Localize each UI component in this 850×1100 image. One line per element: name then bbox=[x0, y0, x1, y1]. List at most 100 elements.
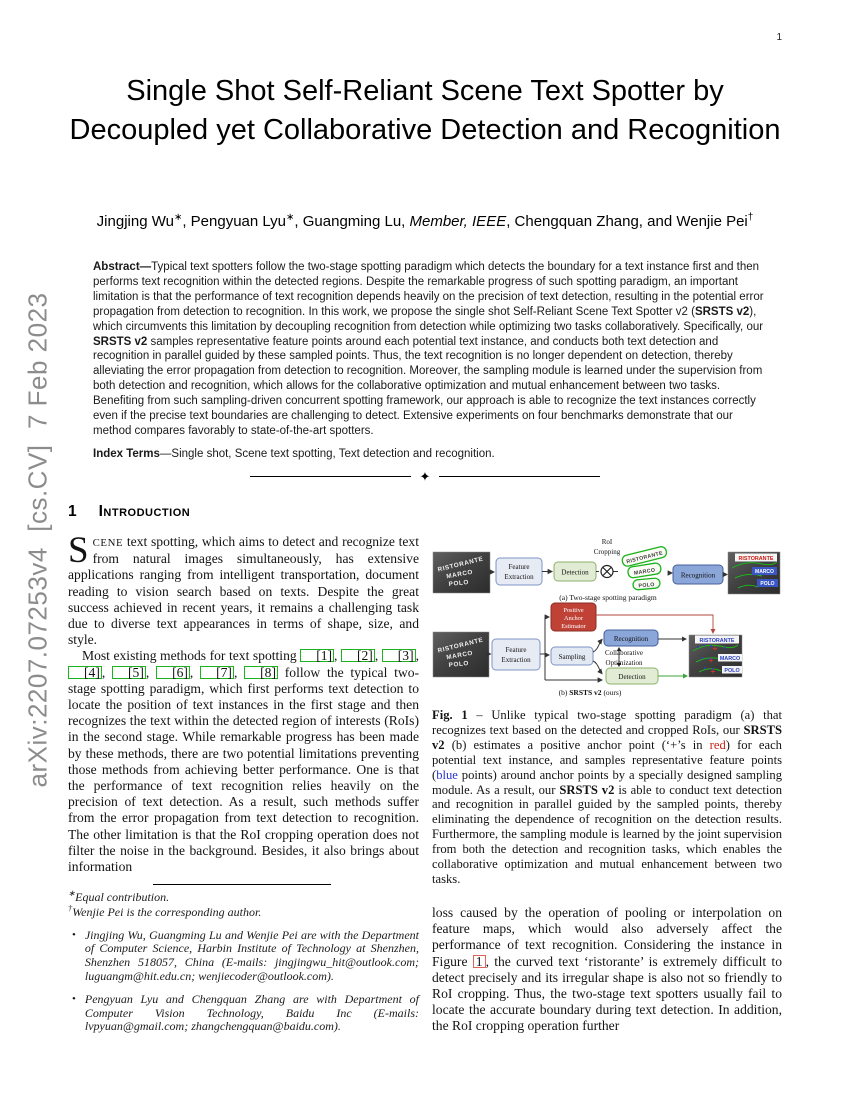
svg-text:+: + bbox=[711, 667, 716, 676]
fig-a-feature-extraction-node: Feature Extraction bbox=[495, 557, 543, 586]
svg-text:POLO: POLO bbox=[448, 660, 469, 669]
fig-branch-up bbox=[592, 638, 603, 653]
fig-a-detection-node: Detection bbox=[553, 561, 597, 582]
svg-text:POLO: POLO bbox=[724, 668, 739, 674]
citation-ref-7[interactable]: [7] bbox=[200, 665, 234, 679]
caption-text: (b) estimates a positive anchor point (‘… bbox=[444, 737, 710, 752]
caption-text: ) for each potential text instance, and … bbox=[432, 737, 782, 782]
figure-1-diagram: RISTORANTE MARCO POLO Feature Extraction… bbox=[432, 538, 781, 697]
red-word: red bbox=[709, 737, 726, 752]
fig-a-recognition-node: Recognition bbox=[672, 564, 724, 585]
fig-b-input-photo: RISTORANTE MARCO POLO bbox=[432, 631, 490, 678]
svg-text:Estimator: Estimator bbox=[561, 623, 586, 630]
author-marker: † bbox=[747, 212, 754, 223]
caption-text: is able to conduct text detection and re… bbox=[432, 782, 783, 886]
cite-separator: , bbox=[334, 648, 341, 664]
abstract-text: samples representative feature points ar… bbox=[93, 335, 763, 437]
affiliation-text: Jingjing Wu, Guangming Lu and Wenjie Pei… bbox=[84, 927, 419, 983]
svg-text:+: + bbox=[713, 644, 718, 653]
fig-a-input-photo: RISTORANTE MARCO POLO bbox=[432, 551, 491, 594]
cite-separator: , bbox=[101, 664, 113, 680]
separator-line bbox=[439, 475, 600, 478]
svg-text:MARCO: MARCO bbox=[446, 650, 474, 662]
svg-text:MARCO: MARCO bbox=[755, 569, 774, 575]
caption-dash: – bbox=[467, 708, 492, 722]
left-column: 1 Introduction S CENE text spotting, which… bbox=[68, 503, 419, 875]
body-text: , the curved text ‘ristorante’ is extrem… bbox=[432, 953, 782, 1034]
cite-separator: , bbox=[233, 664, 245, 680]
section-number: 1 bbox=[68, 503, 77, 520]
cite-separator: , bbox=[415, 648, 420, 664]
fig-b-positive-anchor-estimator-node: Positive Anchor Estimator bbox=[550, 602, 597, 632]
method-name: SRSTS v2 bbox=[694, 305, 750, 318]
section-heading: 1 Introduction bbox=[68, 503, 419, 521]
affiliation-text: Pengyuan Lyu and Chengquan Zhang are wit… bbox=[84, 991, 419, 1034]
fig-a-caption: (a) Two-stage spotting paradigm bbox=[559, 593, 657, 602]
abstract: Abstract—Typical text spotters follow th… bbox=[93, 260, 766, 439]
svg-text:Feature: Feature bbox=[506, 646, 527, 654]
citation-ref-6[interactable]: [6] bbox=[156, 665, 190, 679]
drop-cap: S bbox=[68, 530, 89, 571]
footnote-marker: † bbox=[68, 902, 73, 913]
section-separator: ✦ bbox=[250, 470, 600, 483]
footnote-equal-contribution: ∗Equal contribution. bbox=[68, 888, 419, 905]
svg-text:Extraction: Extraction bbox=[501, 656, 531, 664]
method-name: SRSTS v2 bbox=[93, 335, 148, 348]
fig-b-result-photo: + + + RISTORANTE MARCO POLO bbox=[688, 634, 743, 678]
collaborative-optimization-arrow: Collaborative Optimization bbox=[605, 647, 643, 667]
body-paragraph: loss caused by the operation of pooling … bbox=[432, 905, 782, 1035]
fig-b-sampling-node: Sampling bbox=[550, 646, 594, 666]
citation-ref-4[interactable]: [4] bbox=[68, 665, 102, 679]
abstract-text: Typical text spotters follow the two-sta… bbox=[93, 261, 764, 318]
paper-title: Single Shot Self-Reliant Scene Text Spot… bbox=[69, 75, 781, 146]
abstract-dash: — bbox=[139, 261, 152, 273]
svg-text:+: + bbox=[709, 656, 714, 665]
citation-ref-1[interactable]: [1] bbox=[300, 649, 335, 663]
svg-text:MARCO: MARCO bbox=[446, 569, 474, 581]
arxiv-banner: arXiv:2207.07253v4 [cs.CV] 7 Feb 2023 bbox=[22, 292, 53, 788]
svg-text:Recognition: Recognition bbox=[614, 635, 649, 643]
svg-text:Recognition: Recognition bbox=[681, 572, 716, 580]
figure-ref-link[interactable]: 1 bbox=[472, 954, 486, 968]
citation-ref-5[interactable]: [5] bbox=[112, 665, 146, 679]
svg-text:Positive: Positive bbox=[563, 607, 583, 614]
fig-b-feature-extraction-node: Feature Extraction bbox=[491, 638, 541, 671]
svg-text:Anchor: Anchor bbox=[564, 615, 584, 622]
cite-separator: , bbox=[145, 664, 157, 680]
caption-text: Unlike typical two-stage spotting paradi… bbox=[432, 708, 783, 737]
intro-p2-text: Most existing methods for text spotting bbox=[82, 648, 301, 664]
author-name: , Chengquan Zhang, and Wenjie Pei bbox=[506, 213, 748, 230]
roi-cropping-operator-icon: RoI Cropping bbox=[594, 538, 621, 579]
caption-text: points) around anchor points by a specia… bbox=[432, 767, 782, 797]
bullet-icon: • bbox=[72, 992, 76, 1005]
fig-b-recognition-node: Recognition bbox=[603, 629, 659, 647]
svg-text:Detection: Detection bbox=[618, 673, 646, 681]
svg-text:POLO: POLO bbox=[638, 582, 655, 589]
ieee-membership: Member, IEEE bbox=[409, 213, 507, 230]
svg-text:Collaborative: Collaborative bbox=[605, 649, 643, 657]
citation-ref-2[interactable]: [2] bbox=[340, 649, 375, 663]
cite-separator: , bbox=[374, 648, 382, 664]
fig-branch-down bbox=[592, 660, 603, 675]
figure-caption-label: Fig. 1 bbox=[432, 708, 468, 722]
citation-ref-3[interactable]: [3] bbox=[381, 649, 416, 663]
abstract-text: ), which circumvents this limitation by … bbox=[93, 305, 764, 333]
citation-ref-8[interactable]: [8] bbox=[244, 665, 278, 679]
body-text: loss caused by the operation of pooling … bbox=[432, 905, 782, 969]
svg-text:RISTORANTE: RISTORANTE bbox=[700, 638, 735, 644]
fig-a-result-photo: RISTORANTE MARCO POLO bbox=[727, 551, 781, 595]
svg-text:POLO: POLO bbox=[448, 579, 469, 588]
smallcaps-lead: CENE bbox=[92, 537, 124, 549]
footnote-marker: ∗ bbox=[68, 888, 76, 898]
svg-text:Feature: Feature bbox=[509, 563, 530, 571]
intro-paragraph-1: S CENE text spotting, which aims to detec… bbox=[68, 530, 419, 648]
author-name: , Guangming Lu, bbox=[294, 213, 410, 230]
svg-text:Cropping: Cropping bbox=[594, 548, 621, 556]
footnote-corresponding-author: †Wenjie Pei is the corresponding author. bbox=[68, 902, 419, 920]
author-marker: ∗ bbox=[173, 212, 183, 223]
fig-anchor-output-line bbox=[596, 614, 716, 634]
svg-text:RISTORANTE: RISTORANTE bbox=[739, 556, 774, 562]
right-column-body: loss caused by the operation of pooling … bbox=[432, 905, 782, 1035]
author-line: Jingjing Wu∗, Pengyuan Lyu∗, Guangming L… bbox=[60, 212, 790, 231]
